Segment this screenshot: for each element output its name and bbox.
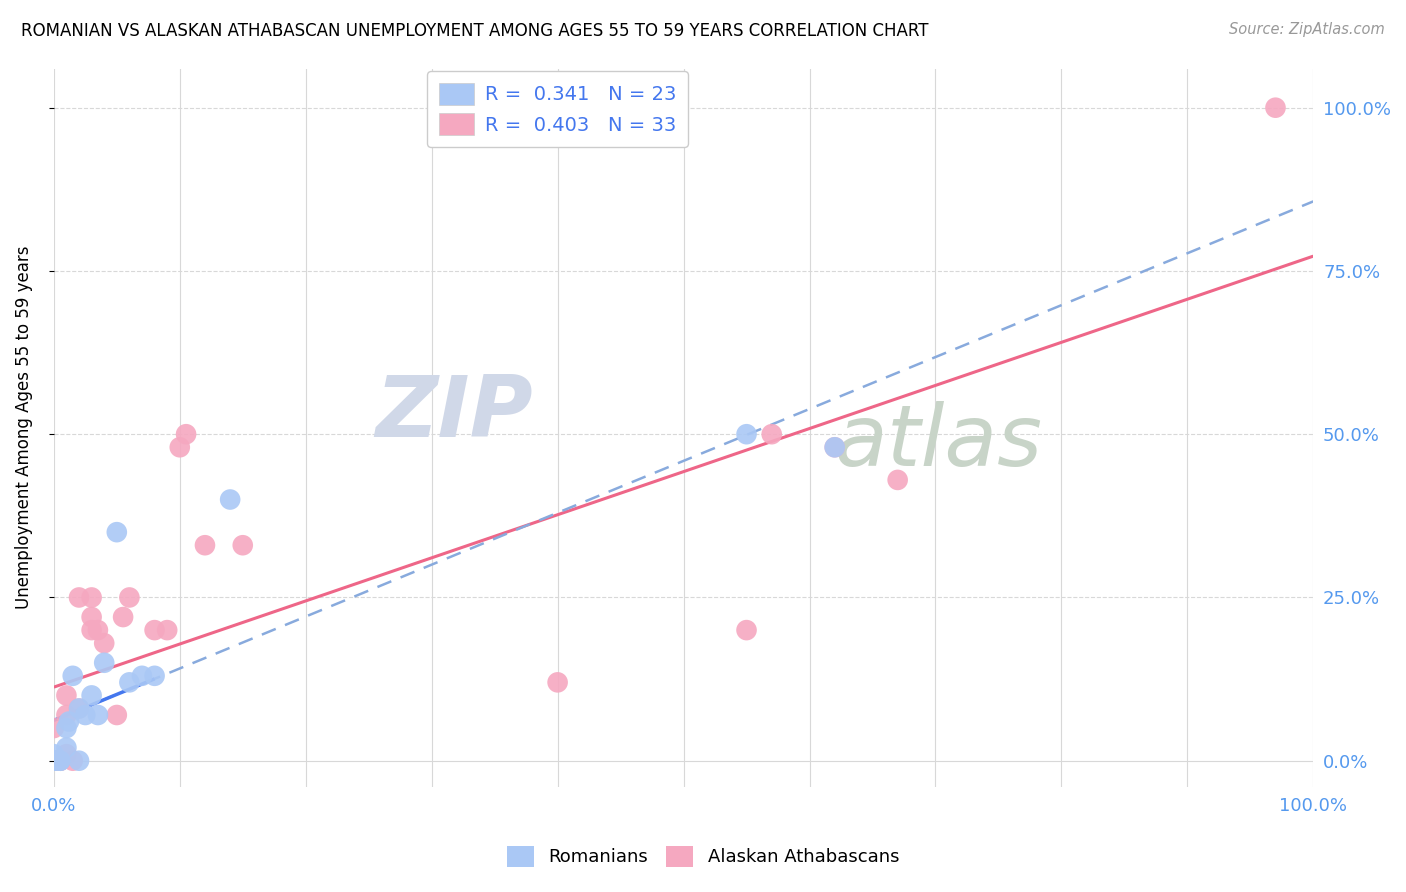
Point [42, 754, 65, 768]
Point [232, 538, 254, 552]
Point [67, 591, 90, 605]
Point [761, 427, 783, 442]
Point [547, 675, 569, 690]
Text: ROMANIAN VS ALASKAN ATHABASCAN UNEMPLOYMENT AMONG AGES 55 TO 59 YEARS CORRELATIO: ROMANIAN VS ALASKAN ATHABASCAN UNEMPLOYM… [21, 22, 928, 40]
Point [49, 754, 72, 768]
Point [42, 754, 65, 768]
Point [42, 721, 65, 735]
Point [87, 623, 110, 637]
Point [55, 689, 77, 703]
Point [80, 689, 103, 703]
Point [80, 623, 103, 637]
Point [219, 492, 242, 507]
Point [118, 591, 141, 605]
Legend: R =  0.341   N = 23, R =  0.403   N = 33: R = 0.341 N = 23, R = 0.403 N = 33 [427, 71, 689, 147]
Point [62, 754, 84, 768]
Point [42, 754, 65, 768]
Point [87, 708, 110, 723]
Point [824, 440, 846, 454]
Point [67, 754, 90, 768]
Point [55, 721, 77, 735]
Point [42, 747, 65, 762]
Point [824, 440, 846, 454]
Point [143, 623, 166, 637]
Point [112, 610, 135, 624]
Point [1264, 101, 1286, 115]
Point [55, 708, 77, 723]
Point [194, 538, 217, 552]
Text: Source: ZipAtlas.com: Source: ZipAtlas.com [1229, 22, 1385, 37]
Point [42, 754, 65, 768]
Point [49, 754, 72, 768]
Y-axis label: Unemployment Among Ages 55 to 59 years: Unemployment Among Ages 55 to 59 years [15, 246, 32, 609]
Point [105, 525, 128, 540]
Point [735, 427, 758, 442]
Text: atlas: atlas [835, 401, 1043, 483]
Point [62, 669, 84, 683]
Point [42, 754, 65, 768]
Point [93, 636, 115, 650]
Point [80, 591, 103, 605]
Point [42, 754, 65, 768]
Point [55, 740, 77, 755]
Point [67, 701, 90, 715]
Point [886, 473, 908, 487]
Point [49, 754, 72, 768]
Point [49, 754, 72, 768]
Point [735, 623, 758, 637]
Point [118, 675, 141, 690]
Point [143, 669, 166, 683]
Point [58, 714, 80, 729]
Point [55, 747, 77, 762]
Point [169, 440, 191, 454]
Point [174, 427, 197, 442]
Point [131, 669, 153, 683]
Point [75, 708, 97, 723]
Point [156, 623, 179, 637]
Point [93, 656, 115, 670]
Point [105, 708, 128, 723]
Point [80, 610, 103, 624]
Text: ZIP: ZIP [375, 372, 533, 455]
Point [42, 754, 65, 768]
Legend: Romanians, Alaskan Athabascans: Romanians, Alaskan Athabascans [499, 838, 907, 874]
Point [67, 701, 90, 715]
